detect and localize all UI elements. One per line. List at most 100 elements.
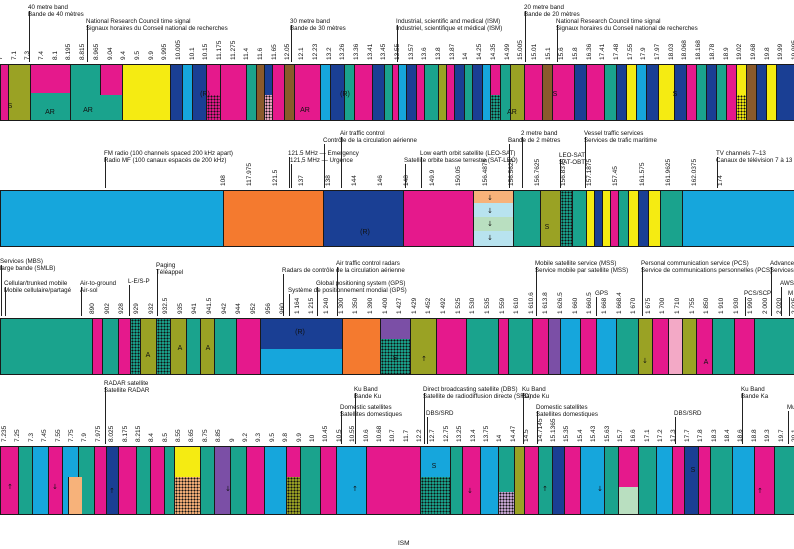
shf-frequency-tick: 16.6 [630,429,638,442]
hf-header-label: National Research Council time signal [86,18,191,25]
allocation-block [436,319,466,374]
shf-frequency-tick: 10.5 [335,429,343,442]
vhf-leader-line [105,164,106,188]
allocation-block [602,191,610,246]
allocation-block [652,319,668,374]
allocation-block [223,191,323,246]
shf-leader-line [355,400,356,444]
primary-service-tag: S [690,467,696,474]
shf-frequency-tick: 9.9 [295,432,303,442]
allocation-block [30,93,70,120]
allocation-block [323,191,403,246]
allocation-block [342,319,380,374]
vhf-leader-line [289,157,290,188]
allocation-block [398,65,406,120]
allocation-block [473,217,513,231]
allocation-block [646,65,658,120]
allocation-block [466,319,498,374]
allocation-block [638,191,648,246]
primary-service-tag: S [431,463,437,470]
allocation-block [320,65,330,120]
shf-frequency-tick: 7.55 [54,429,62,442]
allocation-block [256,65,264,120]
vhf-header-label: Contrôle de la circulation aérienne [323,137,417,144]
allocation-block [696,319,712,374]
shf-header-label: Domestic satellites [536,404,588,411]
shf-frequency-tick: 13.25 [456,425,464,442]
shf-frequency-tick: 7.3 [27,432,35,442]
allocation-block [490,65,500,120]
allocation-block [586,191,594,246]
uhf-leader-line [642,274,643,316]
uhf-leader-line [81,294,82,316]
allocation-block [416,65,424,120]
shf-frequency-tick: 14 [496,434,504,442]
uhf-band-panel: Services (MBS) large bande (SMLB) Cellular… [0,258,794,375]
arrow-up-icon: ↑ [352,485,358,493]
allocation-block [473,191,513,203]
shf-frequency-tick: 8.175 [121,425,129,442]
hf-leader-line [525,18,526,62]
vhf-header-label: 121.5 MHz — Emergency [288,150,359,157]
vhf-header-label: Vessel traffic services [584,130,644,137]
uhf-leader-line [283,274,284,316]
primary-service-tag: S [544,224,550,231]
uhf-leader-line [289,294,290,316]
uhf-leader-line [536,274,537,316]
uhf-leader-line [157,276,158,316]
allocation-block [260,319,342,349]
allocation-block [560,191,572,246]
vhf-allocation-strip: ↓ ↓ ↓ ↓ (R) S [0,190,794,247]
shf-header-label: Satellite de radiodiffusion directe (SRD… [423,393,532,400]
shf-leader-line [788,411,789,444]
hf-header-label: Industrial, scientific and medical (ISM) [396,18,501,25]
hf-band-panel: 40 metre band Bande de 40 mètres National … [0,0,794,121]
shf-frequency-tick: 14.7145 [536,418,544,443]
uhf-header-label: Personal communication service (PCS) [641,260,749,267]
shf-leader-line [523,400,524,444]
shf-header-label: Bande Ku [354,393,382,400]
allocation-block [380,339,410,374]
allocation-block [532,319,548,374]
allocation-block [510,65,524,120]
arrow-up-icon: ↑ [421,355,427,363]
allocation-block [200,447,214,514]
hf-header-label: Bande de 40 mètres [28,11,84,18]
allocation-block [498,492,514,514]
vhf-leader-line [585,144,586,188]
allocation-block [648,191,660,246]
allocation-block [616,65,626,120]
aeronautical-tag: A [205,345,211,352]
shf-header-label: Satellites domestiques [536,411,598,418]
shf-header-label: Satellites domestiques [340,411,402,418]
allocation-block [682,319,696,374]
uhf-header-label: Mobile cellulaire/partagé [4,287,72,294]
uhf-leader-line [596,297,597,316]
shf-frequency-tick: 11.7 [402,429,410,442]
primary-service-tag: S [672,91,678,98]
shf-frequency-tick: 10.55 [349,425,357,442]
hf-leader-line [29,18,30,62]
allocation-block [734,319,754,374]
allocation-block [32,447,48,514]
vhf-leader-line [717,164,718,188]
allocation-block [354,65,372,120]
allocation-block [604,447,618,514]
shf-frequency-tick: 8.5 [161,432,169,442]
uhf-header-label: PCS/SCP [744,290,772,297]
shf-header-label: Mu [787,404,794,411]
arrow-down-icon: ↓ [225,485,231,493]
vhf-header-label: SAT-OBT [559,159,586,166]
shf-header-label: Ku Band [741,386,765,393]
allocation-block [580,447,604,514]
allocation-block [552,447,564,514]
hf-header-label: 40 metre band [28,4,68,11]
allocation-block [206,95,220,120]
allocation-block [594,191,602,246]
allocation-block [564,447,580,514]
allocation-block [286,477,300,514]
shf-frequency-tick: 7.235 [1,425,8,442]
vhf-leader-line [560,166,561,188]
shf-frequency-tick: 8.025 [108,425,116,442]
